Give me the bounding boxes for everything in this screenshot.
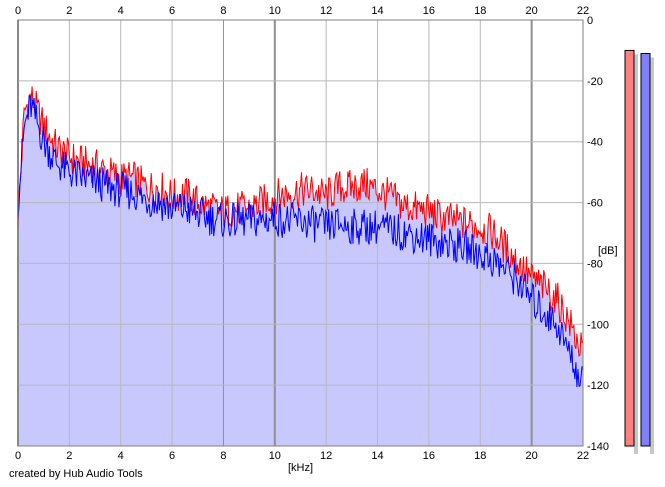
y-tick-label: -120 bbox=[587, 380, 609, 392]
x-tick-label-bottom: 14 bbox=[371, 450, 383, 462]
x-tick-label-top: 14 bbox=[371, 5, 383, 17]
y-tick-label: 0 bbox=[587, 15, 593, 27]
plot-border bbox=[17, 19, 584, 447]
series-line-left bbox=[17, 86, 584, 357]
x-tick-label-bottom: 22 bbox=[577, 450, 589, 462]
y-axis-label: [dB] bbox=[598, 245, 618, 257]
x-tick-label-top: 4 bbox=[118, 5, 124, 17]
y-tick-label: -100 bbox=[587, 319, 609, 331]
level-meter-left bbox=[624, 49, 635, 447]
x-axis-label: [kHz] bbox=[288, 462, 313, 474]
credit-text: created by Hub Audio Tools bbox=[9, 468, 143, 480]
x-tick-label-bottom: 20 bbox=[526, 450, 538, 462]
x-tick-label-bottom: 12 bbox=[320, 450, 332, 462]
x-tick-label-bottom: 10 bbox=[269, 450, 281, 462]
spectrum-fill bbox=[18, 86, 583, 447]
x-tick-label-top: 0 bbox=[15, 5, 21, 17]
level-meter-right bbox=[640, 52, 651, 447]
x-tick-label-bottom: 2 bbox=[66, 450, 72, 462]
x-tick-label-bottom: 0 bbox=[15, 450, 21, 462]
x-tick-label-top: 6 bbox=[169, 5, 175, 17]
level-meter-shadow bbox=[634, 54, 638, 455]
level-meter-shadow bbox=[650, 57, 654, 454]
y-tick-label: -140 bbox=[587, 441, 609, 453]
x-tick-label-bottom: 4 bbox=[118, 450, 124, 462]
x-tick-label-bottom: 18 bbox=[474, 450, 486, 462]
x-tick-label-top: 20 bbox=[526, 5, 538, 17]
x-tick-label-bottom: 6 bbox=[169, 450, 175, 462]
x-tick-label-top: 16 bbox=[423, 5, 435, 17]
x-tick-label-top: 10 bbox=[269, 5, 281, 17]
y-tick-label: -60 bbox=[587, 198, 603, 210]
x-tick-label-top: 18 bbox=[474, 5, 486, 17]
x-tick-label-bottom: 8 bbox=[220, 450, 226, 462]
y-tick-label: -40 bbox=[587, 137, 603, 149]
x-tick-label-top: 2 bbox=[66, 5, 72, 17]
y-tick-label: -80 bbox=[587, 258, 603, 270]
x-tick-label-top: 8 bbox=[220, 5, 226, 17]
x-tick-label-top: 12 bbox=[320, 5, 332, 17]
y-tick-label: -20 bbox=[587, 76, 603, 88]
x-tick-label-bottom: 16 bbox=[423, 450, 435, 462]
series-line-right bbox=[17, 95, 584, 388]
x-tick-label-top: 22 bbox=[577, 5, 589, 17]
